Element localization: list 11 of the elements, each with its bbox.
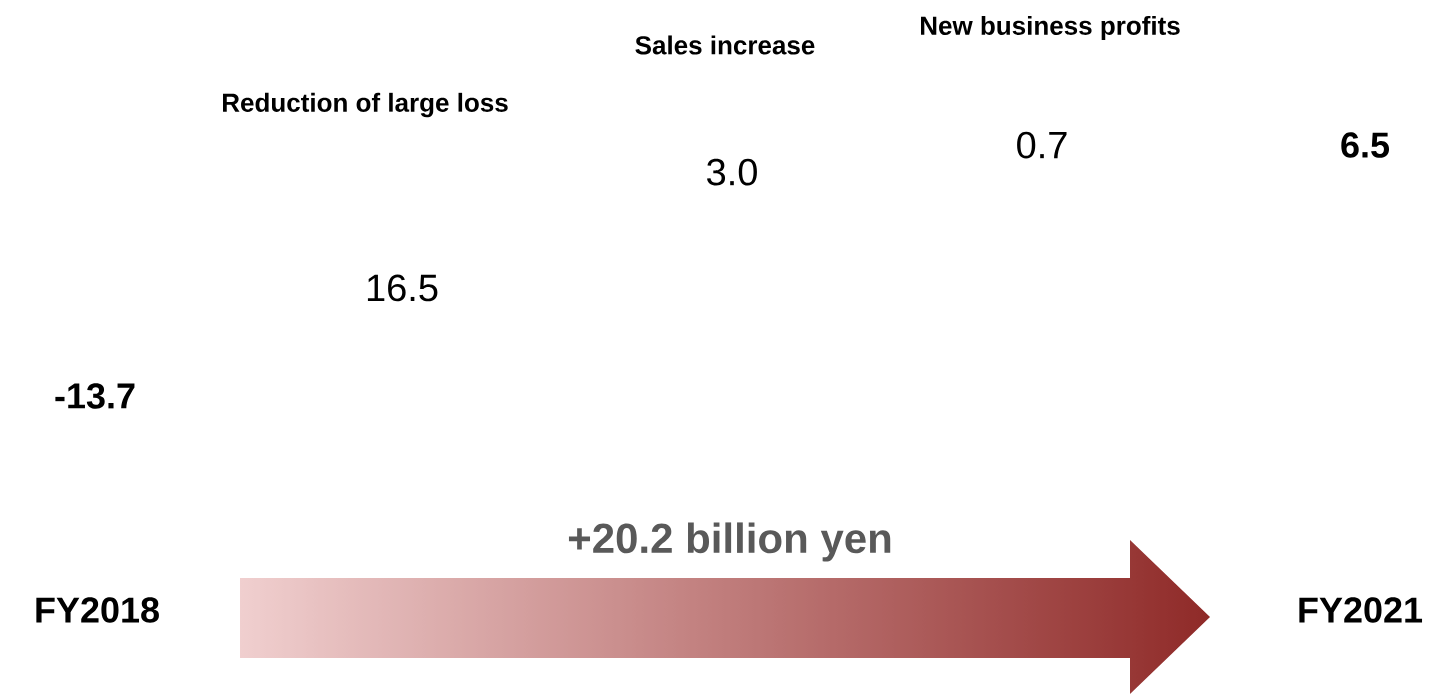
category-label: New business profits <box>921 15 1180 41</box>
data-label: 0.7 <box>1017 131 1067 159</box>
data-label: 6.5 <box>1341 132 1390 158</box>
category-label: Reduction of large loss <box>223 92 508 118</box>
category-label: FY2021 <box>1299 597 1423 623</box>
data-label: 3.0 <box>707 158 757 186</box>
category-label: FY2018 <box>36 597 159 623</box>
category-label: Sales increase <box>635 35 815 55</box>
text: +20.2 billion yen <box>568 522 891 562</box>
data-label: -13.7 <box>55 383 135 409</box>
data-label: 16.5 <box>367 274 438 302</box>
